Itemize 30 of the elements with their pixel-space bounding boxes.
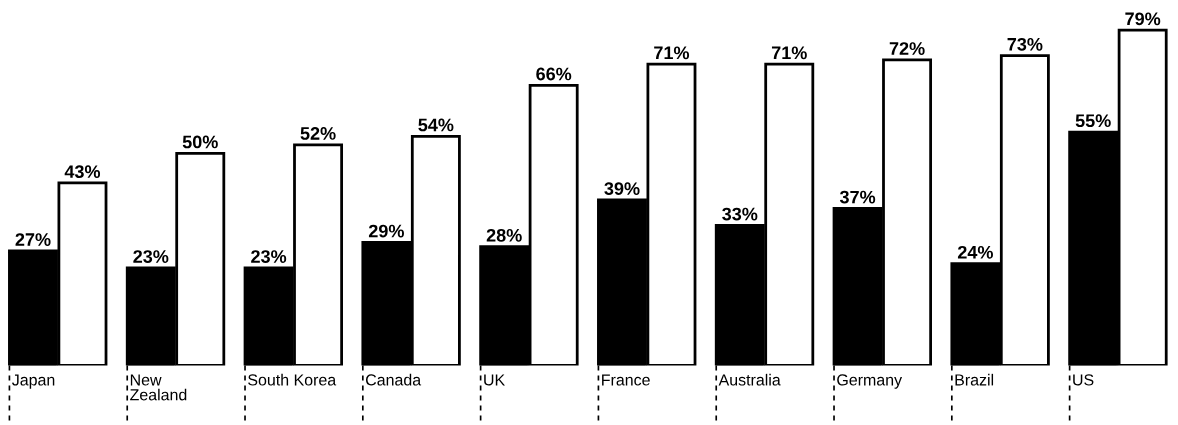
data-label: 23% — [251, 250, 287, 263]
data-label: 24% — [957, 245, 993, 259]
data-label: 54% — [418, 118, 454, 132]
data-label: 55% — [1075, 114, 1111, 128]
x-tick-label: Canada — [365, 373, 422, 386]
data-label: 71% — [654, 46, 690, 60]
data-label: 52% — [300, 127, 336, 140]
data-label: 71% — [771, 46, 807, 60]
x-tick-label: Brazil — [955, 373, 994, 386]
data-label: 50% — [182, 135, 218, 149]
x-tick-label: South Korea — [248, 373, 337, 386]
x-tick-label: US — [1073, 374, 1094, 386]
data-label: 27% — [15, 233, 51, 246]
data-label: 37% — [839, 190, 876, 204]
data-label: 39% — [604, 182, 640, 196]
data-label: 23% — [133, 250, 169, 263]
data-label: 66% — [536, 67, 572, 81]
data-label: 28% — [486, 228, 522, 242]
x-tick-label: UK — [484, 374, 505, 386]
data-label: 29% — [368, 224, 404, 238]
data-label: 33% — [722, 207, 758, 221]
x-tick-label: Australia — [718, 373, 781, 386]
x-tick-label: Germany — [837, 374, 903, 389]
data-label: 79% — [1125, 12, 1161, 26]
x-tick-label: New Zealand — [130, 374, 187, 401]
x-tick-label: Japan — [12, 374, 55, 389]
data-label: 43% — [64, 165, 101, 179]
x-tick-label: France — [602, 374, 650, 386]
data-label: 73% — [1007, 37, 1043, 51]
data-label: 72% — [889, 42, 925, 55]
